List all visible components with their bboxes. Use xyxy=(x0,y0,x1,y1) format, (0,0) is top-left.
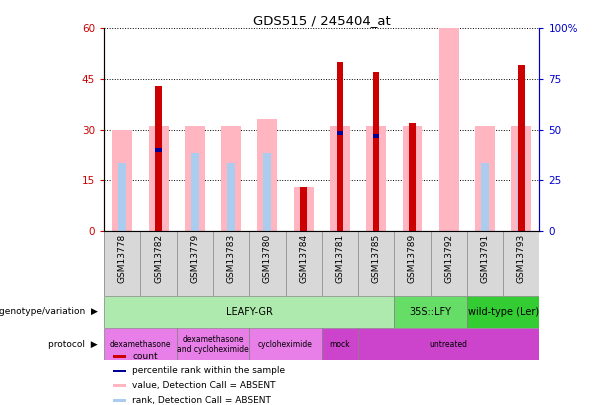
Bar xyxy=(300,187,307,231)
Text: GSM13784: GSM13784 xyxy=(299,234,308,283)
Text: dexamethasone
and cycloheximide: dexamethasone and cycloheximide xyxy=(177,335,249,354)
Text: LEAFY-GR: LEAFY-GR xyxy=(226,307,273,317)
Text: percentile rank within the sample: percentile rank within the sample xyxy=(132,367,286,375)
Bar xyxy=(264,153,272,231)
Text: GSM13781: GSM13781 xyxy=(335,234,345,284)
Bar xyxy=(104,328,177,360)
Text: GSM13778: GSM13778 xyxy=(118,234,127,284)
Bar xyxy=(337,131,343,135)
Text: mock: mock xyxy=(330,340,350,349)
Bar xyxy=(113,370,126,372)
Bar xyxy=(439,28,459,231)
Bar xyxy=(358,328,539,360)
Text: rank, Detection Call = ABSENT: rank, Detection Call = ABSENT xyxy=(132,396,272,405)
Bar xyxy=(104,296,394,328)
Bar xyxy=(155,86,162,231)
Text: GSM13789: GSM13789 xyxy=(408,234,417,284)
Bar xyxy=(294,187,314,231)
Text: GSM13793: GSM13793 xyxy=(517,234,526,284)
Bar xyxy=(185,126,205,231)
Bar xyxy=(373,72,379,231)
Bar xyxy=(517,153,525,231)
Text: count: count xyxy=(132,352,158,361)
Bar xyxy=(148,126,169,231)
Bar xyxy=(511,126,531,231)
Text: dexamethasone: dexamethasone xyxy=(110,340,171,349)
Bar xyxy=(366,126,386,231)
Text: cycloheximide: cycloheximide xyxy=(258,340,313,349)
Bar xyxy=(475,126,495,231)
Bar xyxy=(373,134,379,139)
Bar xyxy=(467,296,539,328)
Text: GSM13780: GSM13780 xyxy=(263,234,272,284)
Bar xyxy=(113,399,126,402)
Bar xyxy=(394,296,467,328)
Bar xyxy=(322,328,358,360)
Bar xyxy=(337,62,343,231)
Bar xyxy=(481,163,489,231)
Text: value, Detection Call = ABSENT: value, Detection Call = ABSENT xyxy=(132,381,276,390)
Bar xyxy=(330,126,350,231)
Bar xyxy=(409,123,416,231)
Text: untreated: untreated xyxy=(430,340,468,349)
Text: genotype/variation  ▶: genotype/variation ▶ xyxy=(0,307,98,316)
Text: GSM13791: GSM13791 xyxy=(481,234,490,284)
Text: 35S::LFY: 35S::LFY xyxy=(409,307,452,317)
Bar xyxy=(257,119,278,231)
Bar xyxy=(221,126,241,231)
Bar xyxy=(155,148,162,152)
Text: protocol  ▶: protocol ▶ xyxy=(48,340,98,349)
Bar xyxy=(177,328,249,360)
Text: wild-type (Ler): wild-type (Ler) xyxy=(468,307,539,317)
Bar xyxy=(113,384,126,387)
Bar xyxy=(191,153,199,231)
Text: GSM13782: GSM13782 xyxy=(154,234,163,283)
Text: GSM13785: GSM13785 xyxy=(371,234,381,284)
Text: GSM13783: GSM13783 xyxy=(227,234,235,284)
Bar xyxy=(518,66,525,231)
Title: GDS515 / 245404_at: GDS515 / 245404_at xyxy=(253,14,390,27)
Text: GSM13779: GSM13779 xyxy=(191,234,199,284)
Bar xyxy=(249,328,322,360)
Bar xyxy=(403,126,422,231)
Bar xyxy=(112,130,132,231)
Bar xyxy=(113,355,126,358)
Bar xyxy=(227,163,235,231)
Bar xyxy=(118,163,126,231)
Text: GSM13792: GSM13792 xyxy=(444,234,453,283)
